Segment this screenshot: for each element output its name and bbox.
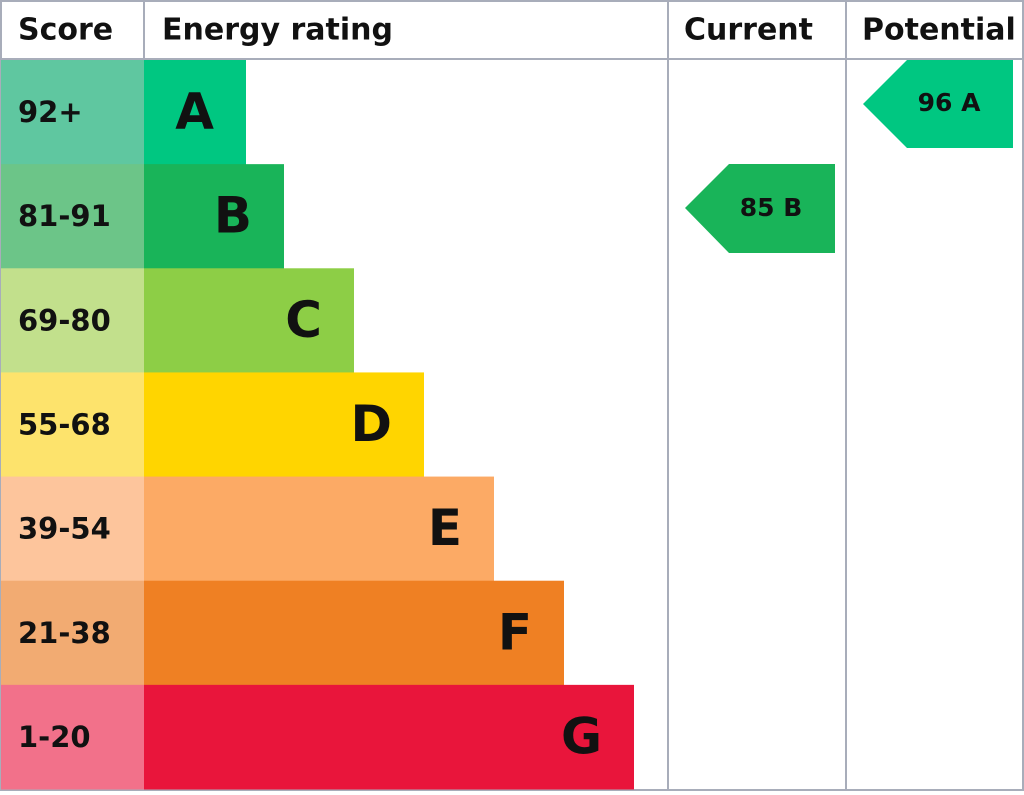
rating-bar	[144, 580, 564, 686]
rating-bar	[144, 60, 246, 165]
rating-letter: B	[214, 187, 252, 245]
current-label: 85 B	[740, 193, 803, 222]
rating-letter: C	[285, 291, 322, 349]
header-score: Score	[18, 13, 113, 48]
score-cell	[1, 684, 144, 790]
score-label: 92+	[18, 95, 83, 129]
score-label: 81-91	[18, 199, 111, 233]
score-cell	[1, 372, 144, 478]
score-cell	[1, 476, 144, 582]
rating-letter: A	[175, 83, 214, 141]
score-cell	[1, 580, 144, 686]
score-cell	[1, 60, 144, 165]
header-potential: Potential	[862, 13, 1016, 48]
current-arrow	[685, 164, 835, 253]
score-cell	[1, 164, 144, 269]
rating-bar	[144, 372, 424, 478]
rating-bar	[144, 268, 354, 373]
score-label: 39-54	[18, 512, 111, 546]
potential-label: 96 A	[918, 88, 981, 117]
score-cell	[1, 268, 144, 373]
score-label: 55-68	[18, 408, 111, 442]
score-label: 21-38	[18, 616, 111, 650]
rating-letter: G	[561, 707, 602, 765]
rating-letter: F	[498, 603, 532, 661]
header-rating: Energy rating	[162, 13, 393, 48]
score-label: 69-80	[18, 303, 111, 337]
potential-arrow	[863, 60, 1013, 148]
rating-letter: D	[350, 395, 392, 453]
rating-letter: E	[428, 499, 462, 557]
rating-bar	[144, 164, 284, 269]
score-label: 1-20	[18, 720, 91, 754]
rating-bar	[144, 476, 494, 582]
rating-bar	[144, 684, 634, 790]
header-current: Current	[684, 13, 813, 48]
